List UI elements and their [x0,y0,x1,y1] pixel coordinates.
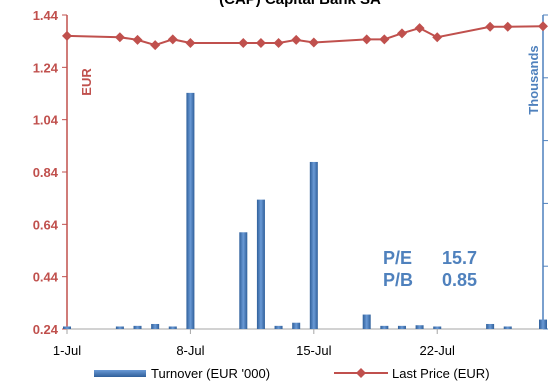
left-axis-tick-label: 0.24 [33,322,59,337]
price-marker [396,28,407,39]
turnover-bar [186,92,195,329]
x-axis-tick-label: 8-Jul [176,343,204,358]
price-marker [238,37,249,48]
price-marker [502,21,513,32]
price-marker [291,34,302,45]
left-axis-tick-label: 0.84 [33,165,59,180]
price-marker [167,34,178,45]
right-axis-title: Thousands [526,45,541,114]
price-marker [132,34,143,45]
legend: Turnover (EUR '000) Last Price (EUR) [94,366,490,381]
x-axis-tick-label: 1-Jul [53,343,81,358]
price-marker [308,37,319,48]
chart-title: (CAP) Capital Bank SA [219,0,381,8]
left-axis-tick-label: 0.44 [33,270,59,285]
turnover-bar [239,232,248,329]
turnover-bar [503,326,512,329]
legend-turnover-label: Turnover (EUR '000) [151,366,270,381]
turnover-bar [115,326,124,329]
price-marker [538,21,548,32]
price-marker [150,40,161,51]
pe-value: 15.7 [442,248,477,268]
left-axis-tick-label: 1.44 [33,8,59,23]
price-marker [414,23,425,34]
pb-label: P/B [383,270,413,290]
turnover-bar [433,326,442,329]
left-axis-tick-label: 1.24 [33,60,59,75]
price-marker [255,37,266,48]
turnover-bar [151,323,160,329]
turnover-bar [415,325,424,329]
turnover-bar [539,319,547,329]
turnover-bar [256,199,265,329]
price-marker [361,34,372,45]
price-marker [273,37,284,48]
left-axis-ticks: 0.24 0.44 0.64 0.84 1.04 1.24 1.44 [33,8,67,337]
turnover-bar [486,323,495,329]
legend-price-marker [356,368,366,378]
price-marker [432,32,443,43]
turnover-bar [309,161,318,329]
price-marker [114,32,125,43]
turnover-bar [168,326,177,329]
price-marker [185,37,196,48]
x-axis-tick-label: 22-Jul [420,343,456,358]
pe-label: P/E [383,248,412,268]
turnover-bar [380,325,389,329]
price-marker [485,21,496,32]
turnover-bar [133,325,142,329]
x-axis-ticks: 1-Jul 8-Jul 15-Jul 22-Jul [53,329,455,358]
left-axis-title: EUR [79,68,94,96]
turnover-bars [63,92,547,329]
turnover-bar [397,325,406,329]
legend-turnover-swatch [94,370,146,377]
legend-price-label: Last Price (EUR) [392,366,490,381]
x-axis-tick-label: 15-Jul [296,343,332,358]
left-axis-tick-label: 0.64 [33,217,59,232]
pb-value: 0.85 [442,270,477,290]
left-axis-tick-label: 1.04 [33,113,59,128]
price-marker [62,30,72,41]
turnover-bar [63,326,71,329]
price-line-group [62,21,548,51]
turnover-bar [292,322,301,329]
turnover-bar [274,325,283,329]
price-marker [379,34,390,45]
turnover-bar [362,314,371,329]
